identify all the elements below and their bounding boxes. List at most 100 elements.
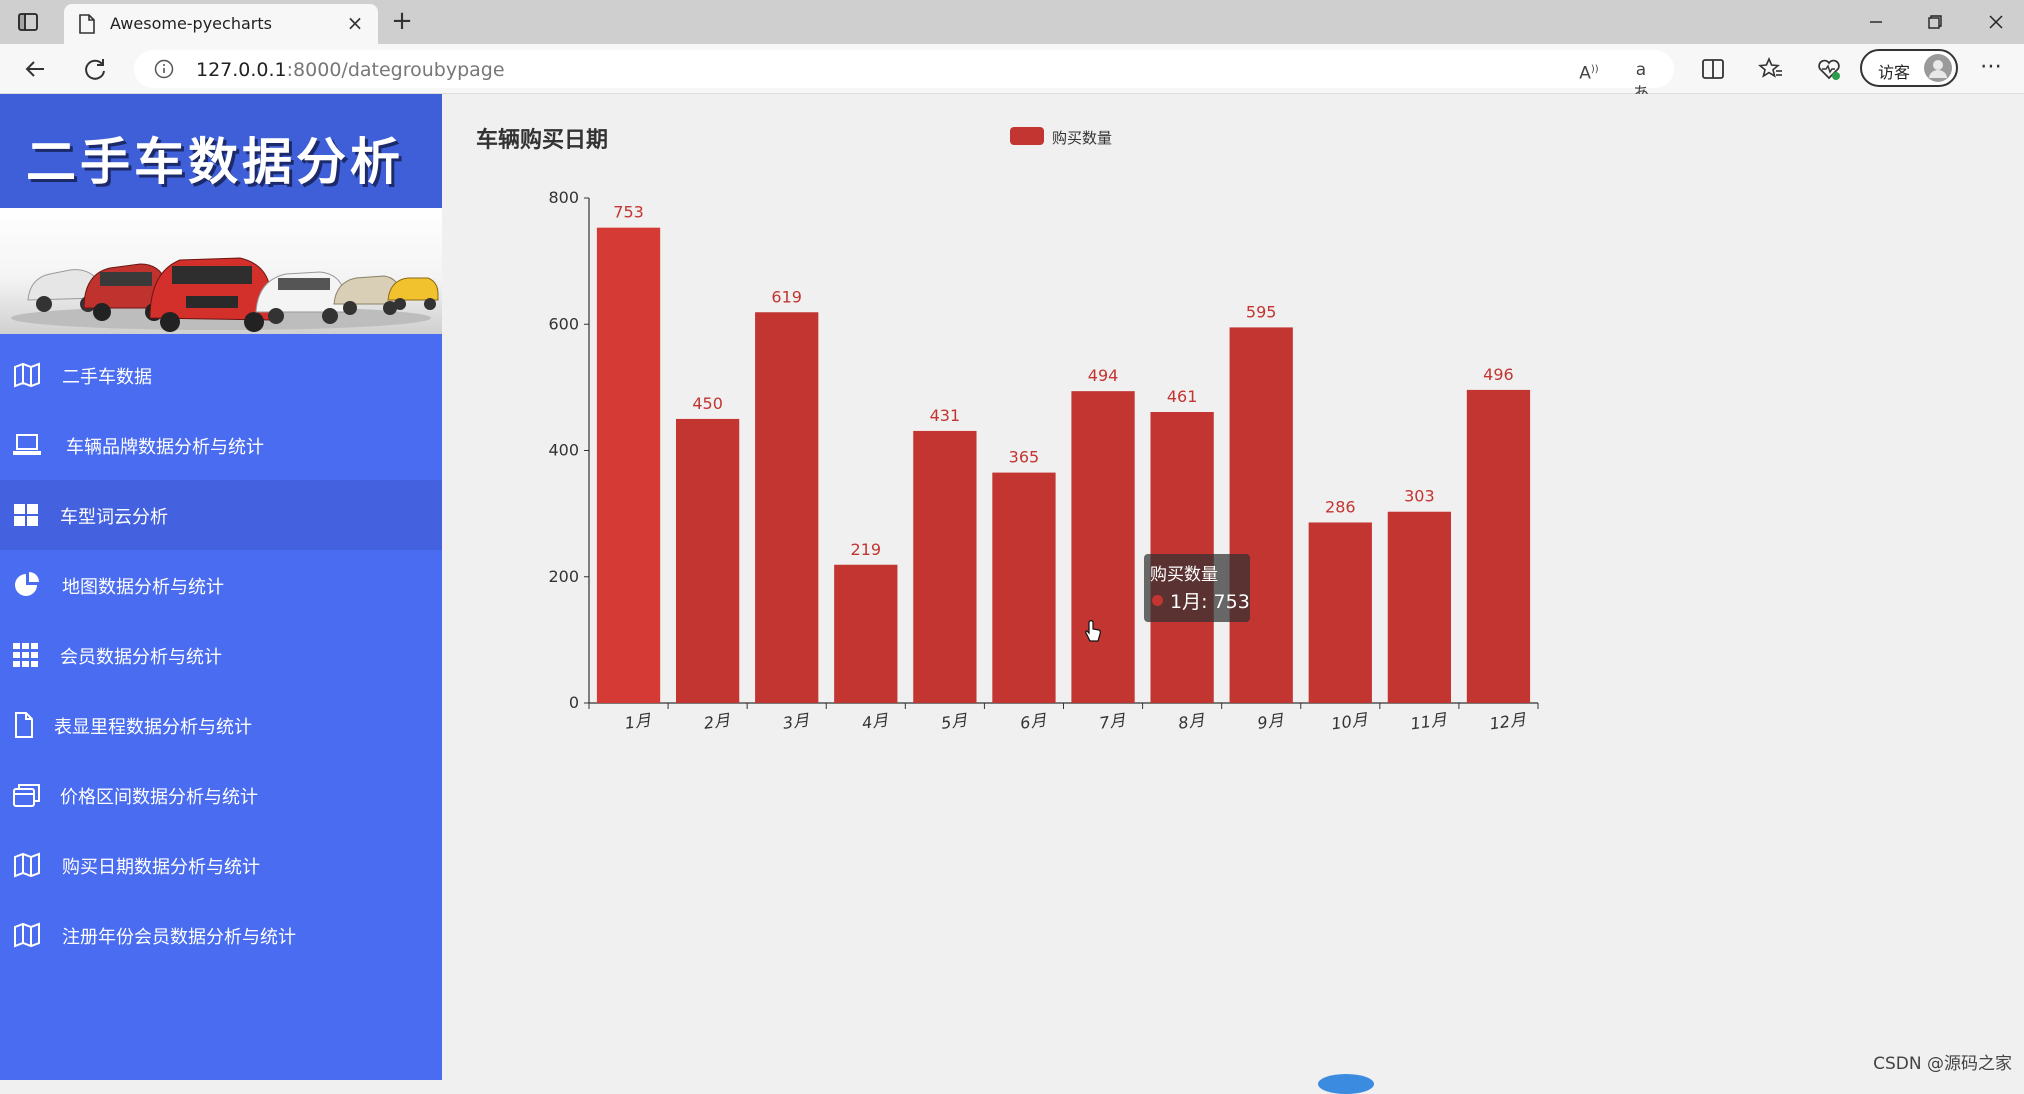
sidebar-item-3[interactable]: 车型词云分析 [0,480,442,550]
chart-panel: 车辆购买日期 购买数量 0 200 400 600 800 753 1月 450 2月 619 3月… [442,94,2024,1080]
site-title: 二手车数据分析 [26,133,404,191]
sidebar-item-6[interactable]: 表显里程数据分析与统计 [0,690,442,760]
laptop-icon [12,432,42,458]
page-icon [78,14,96,34]
car-banner-image [0,208,442,334]
browser-tab[interactable]: Awesome-pyecharts × [64,4,378,44]
url-text: 127.0.0.1:8000/dategroubypage [196,59,505,81]
x-tick-label: 3月 [782,710,812,733]
close-tab-icon[interactable]: × [346,11,364,35]
x-tick-label: 9月 [1256,710,1286,733]
tab-title: Awesome-pyecharts [110,14,272,33]
minimize-icon[interactable] [1856,8,1896,36]
bar-3[interactable] [755,312,819,703]
bar-12[interactable] [1466,389,1531,703]
url-host: 127.0.0.1 [196,59,287,81]
bar-value-label: 619 [771,287,802,306]
browser-essentials-icon[interactable] [1816,56,1842,82]
map-icon [12,922,42,948]
translate-icon[interactable]: aあ [1633,60,1650,104]
bar-value-label: 496 [1483,365,1514,384]
sidebar-item-8[interactable]: 购买日期数据分析与统计 [0,830,442,900]
bar-11[interactable] [1387,511,1452,703]
sidebar-item-9[interactable]: 注册年份会员数据分析与统计 [0,900,442,970]
new-tab-icon[interactable]: + [391,6,413,36]
refresh-icon[interactable] [80,54,110,84]
sidebar-item-1[interactable]: 二手车数据 [0,340,442,410]
bar-6[interactable] [992,472,1056,703]
x-tick-label: 6月 [1019,710,1049,733]
bar-1[interactable] [596,227,661,703]
bar-4[interactable] [834,564,898,703]
grid-icon [12,642,42,668]
x-tick-label: 2月 [703,710,733,733]
profile-label: 访客 [1878,63,1911,82]
sidebar: 二手车数据分析 [0,94,442,1080]
bar-5[interactable] [913,430,977,703]
bar-value-label: 494 [1088,366,1119,385]
watermark: CSDN @源码之家 [1873,1054,2012,1074]
sidebar-item-label: 购买日期数据分析与统计 [62,857,260,878]
favorites-icon[interactable] [1758,56,1784,82]
restore-icon[interactable] [1914,8,1954,36]
x-tick-label: 1月 [623,710,653,733]
sidebar-toggle-icon[interactable] [16,10,40,34]
tooltip-series-dot [1152,595,1163,606]
back-icon[interactable] [20,54,50,84]
x-tick-label: 12月 [1488,709,1528,733]
map-icon [12,852,42,878]
sidebar-header: 二手车数据分析 [0,94,442,208]
floating-widget[interactable] [1318,1074,1374,1094]
info-icon[interactable] [154,59,174,79]
tooltip-value: 1月: 753 [1170,591,1250,613]
y-tick-label: 200 [548,567,579,586]
avatar [1924,54,1952,82]
bar-value-label: 286 [1325,497,1356,516]
map-icon [12,362,42,388]
sidebar-item-5[interactable]: 会员数据分析与统计 [0,620,442,690]
file-icon [12,712,42,738]
bar-value-label: 753 [613,203,644,222]
more-options-icon[interactable]: ⋯ [1980,54,2002,79]
bar-value-label: 365 [1009,448,1040,467]
bar-2[interactable] [675,418,740,703]
x-tick-label: 8月 [1177,710,1207,733]
bar-value-label: 450 [692,394,723,413]
sidebar-item-4[interactable]: 地图数据分析与统计 [0,550,442,620]
sidebar-item-2[interactable]: 车辆品牌数据分析与统计 [0,410,442,480]
mouse-cursor [1084,619,1102,643]
bar-value-label: 219 [851,540,882,559]
sidebar-item-label: 会员数据分析与统计 [60,647,222,668]
sidebar-item-7[interactable]: 价格区间数据分析与统计 [0,760,442,830]
read-aloud-icon[interactable]: A)) [1579,63,1599,84]
url-path: :8000/dategroubypage [286,59,505,81]
y-tick-label: 0 [569,693,579,712]
bar-9[interactable] [1229,327,1293,703]
x-tick-label: 10月 [1330,709,1370,733]
windows-grid-icon [12,502,42,528]
y-tick-label: 600 [548,314,579,333]
x-tick-label: 7月 [1098,710,1128,733]
tooltip-title: 购买数量 [1150,565,1218,585]
sidebar-item-label: 车型词云分析 [60,507,168,528]
profile-button[interactable]: 访客 [1860,49,1958,87]
sidebar-item-label: 车辆品牌数据分析与统计 [66,437,264,458]
pie-chart-icon [12,572,42,598]
sidebar-item-label: 价格区间数据分析与统计 [60,787,258,808]
x-tick-label: 11月 [1409,709,1449,733]
bar-value-label: 595 [1246,302,1277,321]
bar-7[interactable] [1071,391,1135,703]
close-window-icon[interactable] [1976,8,2016,36]
y-tick-label: 400 [548,441,579,460]
legend-swatch [1010,127,1044,145]
bar-10[interactable] [1308,522,1372,703]
tab-bar: Awesome-pyecharts × + [0,0,2024,44]
x-tick-label: 5月 [940,710,970,733]
sidebar-item-label: 二手车数据 [62,367,152,388]
sidebar-item-label: 地图数据分析与统计 [62,577,224,598]
bar-value-label: 461 [1167,387,1198,406]
legend-label: 购买数量 [1052,129,1113,147]
split-screen-icon[interactable] [1700,56,1726,82]
url-field[interactable]: 127.0.0.1:8000/dategroubypage A)) aあ [134,50,1674,104]
